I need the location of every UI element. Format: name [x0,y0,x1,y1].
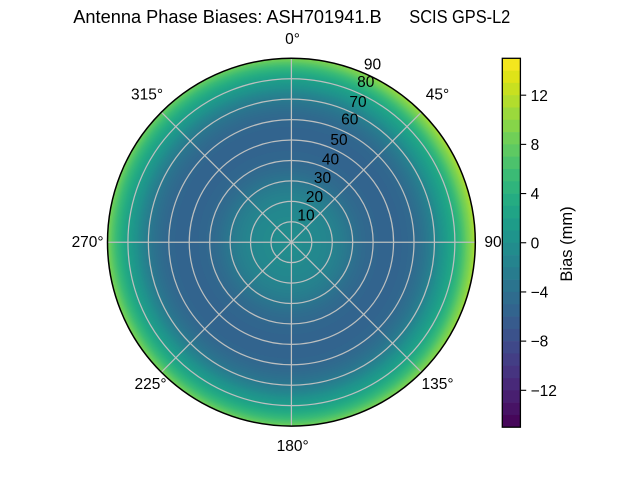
svg-text:4: 4 [531,186,540,203]
svg-text:12: 12 [531,88,548,105]
svg-text:Antenna Phase Biases: ASH70194: Antenna Phase Biases: ASH701941.B [73,7,381,27]
svg-text:180°: 180° [277,438,309,455]
svg-text:0°: 0° [285,31,300,48]
svg-text:0: 0 [531,235,540,252]
svg-text:225°: 225° [134,376,166,393]
svg-text:80: 80 [357,74,375,91]
svg-text:30: 30 [314,170,332,187]
svg-text:SCIS GPS-L2: SCIS GPS-L2 [409,7,510,27]
svg-text:270°: 270° [72,234,104,251]
svg-text:70: 70 [349,94,367,111]
svg-text:60: 60 [341,111,359,128]
svg-text:Bias (mm): Bias (mm) [558,206,576,281]
svg-text:90: 90 [364,56,382,73]
svg-text:50: 50 [330,132,348,149]
svg-text:45°: 45° [426,87,449,104]
svg-text:−4: −4 [531,285,549,302]
svg-text:10: 10 [297,208,315,225]
svg-text:315°: 315° [131,87,163,104]
svg-text:20: 20 [306,189,324,206]
svg-text:90: 90 [484,234,502,251]
svg-text:8: 8 [531,137,540,154]
svg-text:135°: 135° [421,376,453,393]
svg-text:−12: −12 [531,383,557,400]
svg-text:40: 40 [322,151,340,168]
svg-text:−8: −8 [531,334,549,351]
